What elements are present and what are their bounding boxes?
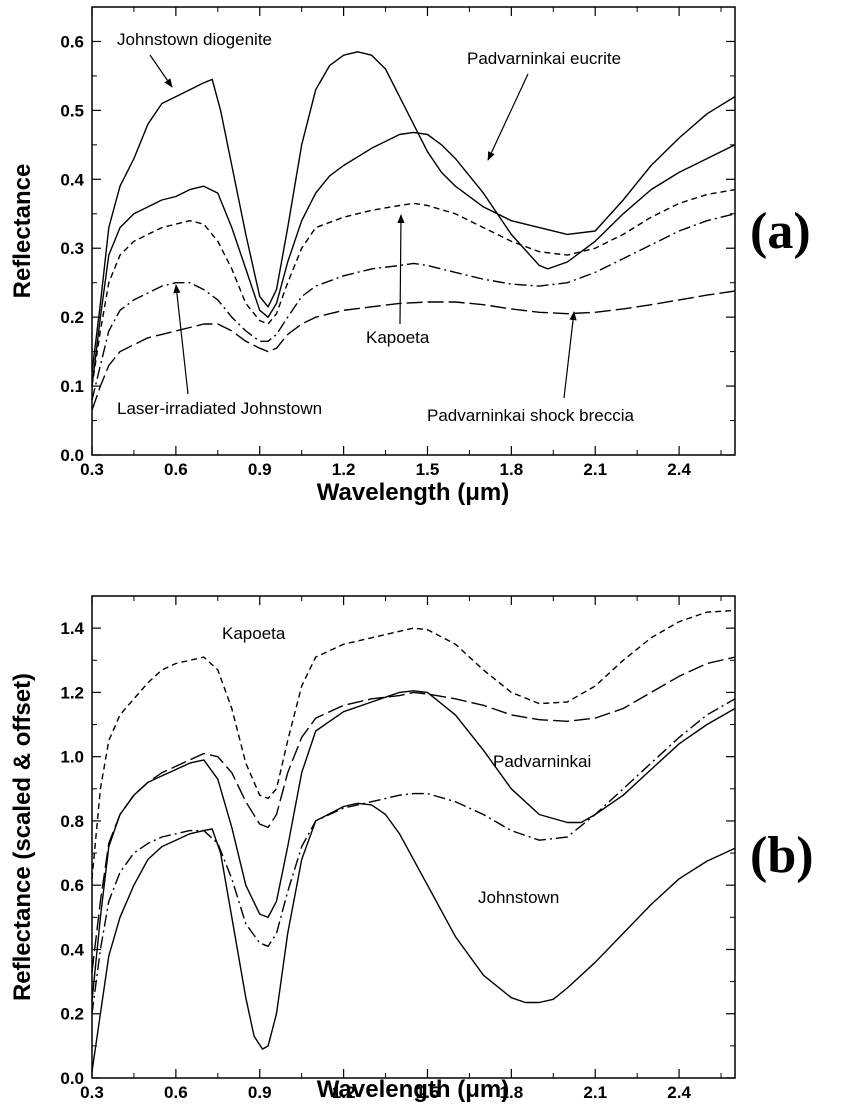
panel-label: (a): [750, 203, 811, 260]
y-axis-title: Reflectance: [9, 164, 36, 299]
y-tick-label: 0.6: [60, 876, 84, 895]
x-tick-label: 0.6: [164, 460, 188, 479]
series-line-padvarninkai-shock-breccia: [91, 290, 736, 411]
plot-frame: [91, 595, 736, 1079]
annotation-arrow: [397, 214, 405, 325]
x-tick-label: 1.2: [332, 1083, 356, 1102]
annotation-arrow: [487, 73, 529, 161]
series-lines: [91, 609, 736, 1072]
y-tick-label: 1.0: [60, 748, 84, 767]
series-line-johnstown-diogenite: [91, 51, 736, 373]
chart-panel-b: 0.3 0.6 0.9 1.2 1.5 1.8 2.1 2.4 0.0 0.2 0.4 0.6 0.8 1…: [9, 595, 814, 1103]
x-tick-label: 2.4: [667, 460, 691, 479]
plot-frame: [91, 6, 736, 456]
x-tick-label: 0.3: [80, 460, 104, 479]
y-tick-label: 0.0: [60, 1069, 84, 1088]
series-line-padvarninkai-eucrite: [91, 131, 736, 387]
annotation-label: Padvarninkai: [493, 752, 591, 771]
annotation-arrow: [563, 311, 577, 399]
y-tick-label: 0.2: [60, 308, 84, 327]
series-line-laser-irradiated-johnstown: [91, 698, 736, 1014]
y-tick-label: 1.4: [60, 619, 84, 638]
x-tick-label: 0.3: [80, 1083, 104, 1102]
axis-ticks: [91, 7, 735, 456]
annotation-label: Padvarninkai eucrite: [467, 49, 621, 68]
x-tick-label: 1.8: [500, 460, 524, 479]
y-tick-label: 0.8: [60, 812, 84, 831]
annotation-arrow: [149, 54, 173, 88]
series-line-kapoeta: [91, 188, 736, 387]
x-tick-label: 0.9: [248, 460, 272, 479]
series-line-padvarninkai: [91, 690, 736, 1001]
x-tick-label: 1.5: [416, 1083, 440, 1102]
annotation-label: Kapoeta: [222, 624, 286, 643]
y-tick-label: 0.4: [60, 940, 84, 959]
series-line-padvarninkai-shock-breccia: [91, 656, 736, 973]
axis-ticks: [91, 596, 735, 1079]
x-tick-label: 1.2: [332, 460, 356, 479]
annotation-label: Padvarninkai shock breccia: [427, 406, 634, 425]
series-line-kapoeta: [91, 609, 736, 879]
annotation-label: Kapoeta: [366, 328, 430, 347]
chart-panel-a: 0.3 0.6 0.9 1.2 1.5 1.8 2.1 2.4 0.0 0.1 0.2 0.3 0.4 0…: [9, 6, 811, 506]
y-axis-title: Reflectance (scaled & offset): [9, 673, 36, 1001]
y-tick-label: 0.3: [60, 239, 84, 258]
tick-labels: 0.3 0.6 0.9 1.2 1.5 1.8 2.1 2.4 0.0 0.1 0.2 0.3 0.4 0…: [60, 32, 691, 479]
x-tick-label: 0.9: [248, 1083, 272, 1102]
annotation-label: Johnstown: [478, 888, 559, 907]
y-tick-label: 0.5: [60, 101, 84, 120]
y-tick-label: 0.0: [60, 446, 84, 465]
x-tick-label: 0.6: [164, 1083, 188, 1102]
y-tick-label: 0.2: [60, 1005, 84, 1024]
panel-label: (b): [750, 827, 814, 884]
x-tick-label: 2.1: [583, 1083, 607, 1102]
x-tick-label: 2.4: [667, 1083, 691, 1102]
series-lines: [91, 51, 736, 411]
annotation-arrow: [173, 284, 189, 395]
x-tick-label: 2.1: [583, 460, 607, 479]
annotation-label: Johnstown diogenite: [117, 30, 272, 49]
x-tick-label: 1.8: [500, 1083, 524, 1102]
y-tick-label: 0.6: [60, 32, 84, 51]
tick-labels: 0.3 0.6 0.9 1.2 1.5 1.8 2.1 2.4 0.0 0.2 0.4 0.6 0.8 1…: [60, 619, 691, 1102]
annotation-label: Laser-irradiated Johnstown: [117, 399, 322, 418]
x-tick-label: 1.5: [416, 460, 440, 479]
series-line-johnstown: [91, 802, 736, 1072]
y-tick-label: 0.1: [60, 377, 84, 396]
x-axis-title: Wavelength (μm): [317, 1076, 509, 1103]
y-tick-label: 1.2: [60, 683, 84, 702]
y-tick-label: 0.4: [60, 170, 84, 189]
series-line-laser-irradiated-johnstown: [91, 213, 736, 401]
x-axis-title: Wavelength (μm): [317, 479, 509, 506]
